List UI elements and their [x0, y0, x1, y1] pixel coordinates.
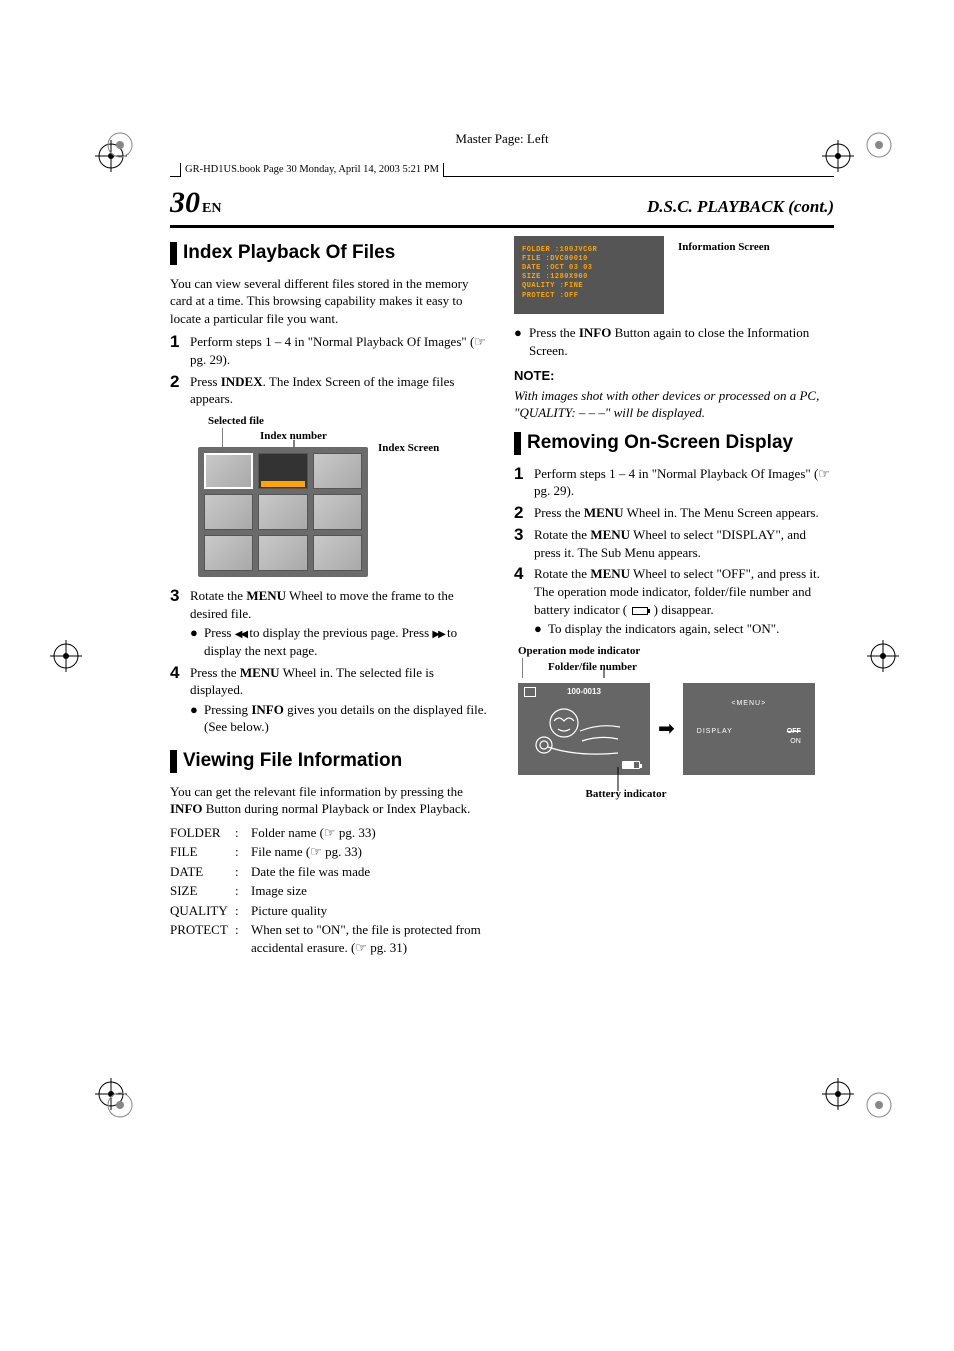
note-body: With images shot with other devices or p… — [514, 387, 834, 422]
leader-line-icon — [522, 658, 662, 682]
folder-file-number: 100-0013 — [567, 687, 601, 698]
table-value: File name (☞ pg. 33) — [251, 843, 490, 861]
fast-forward-icon — [432, 625, 443, 640]
table-value: When set to "ON", the file is protected … — [251, 921, 490, 956]
sample-image-icon — [530, 701, 638, 765]
info-screen-line: QUALITY :FINE — [522, 282, 656, 291]
page-number: 30EN — [170, 183, 221, 224]
bullet-icon: ● — [190, 701, 200, 736]
step-body: Rotate the MENU Wheel to select "OFF", a… — [534, 565, 834, 637]
info-screen-line: PROTECT :OFF — [522, 292, 656, 301]
table-key: DATE — [170, 863, 235, 881]
bullet-icon: ● — [190, 624, 200, 659]
operation-mode-label: Operation mode indicator — [518, 644, 834, 659]
menu-option-on: ON — [790, 737, 801, 746]
info-screen-line: FOLDER :100JVCGR — [522, 246, 656, 255]
menu-item-display: DISPLAY — [697, 727, 733, 736]
heading-viewing-file-info: Viewing File Information — [170, 750, 490, 773]
step-body: Press the MENU Wheel in. The Menu Screen… — [534, 504, 834, 522]
step-body: Perform steps 1 – 4 in "Normal Playback … — [534, 465, 834, 500]
table-value: Date the file was made — [251, 863, 490, 881]
thumbnail — [204, 494, 253, 530]
selected-file-label: Selected file — [208, 414, 490, 429]
index-screen-figure — [198, 447, 368, 577]
step-body: Perform steps 1 – 4 in "Normal Playback … — [190, 333, 490, 368]
thumbnail — [204, 535, 253, 571]
display-panel-right: <MENU> DISPLAY OFF ON — [683, 683, 815, 775]
info-screen-line: SIZE :1280X960 — [522, 273, 656, 282]
index-screen-label: Index Screen — [378, 441, 439, 456]
thumbnail — [313, 453, 362, 489]
table-value: Folder name (☞ pg. 33) — [251, 824, 490, 842]
menu-title: <MENU> — [731, 699, 766, 708]
rewind-icon — [235, 625, 246, 640]
master-page-label: Master Page: Left — [170, 130, 834, 148]
step-number: 3 — [514, 526, 528, 545]
table-value: Picture quality — [251, 902, 490, 920]
heading-removing-display: Removing On-Screen Display — [514, 432, 834, 455]
thumbnail — [258, 535, 307, 571]
table-key: PROTECT — [170, 921, 235, 956]
page-number-value: 30 — [170, 186, 200, 219]
table-key: FILE — [170, 843, 235, 861]
thumbnail — [313, 494, 362, 530]
mode-indicator-icon — [524, 687, 536, 697]
table-value: Image size — [251, 882, 490, 900]
information-screen-label: Information Screen — [678, 240, 770, 255]
step-number: 1 — [170, 333, 184, 352]
leader-line-icon — [608, 767, 628, 797]
bullet-icon: ● — [534, 620, 544, 638]
book-tag: GR-HD1US.book Page 30 Monday, April 14, … — [180, 163, 444, 177]
step-body: Press INDEX. The Index Screen of the ima… — [190, 373, 490, 408]
page-lang: EN — [202, 201, 221, 216]
table-key: QUALITY — [170, 902, 235, 920]
step-number: 3 — [170, 587, 184, 606]
step-number: 2 — [514, 504, 528, 523]
step-number: 4 — [514, 565, 528, 584]
info-screen-line: FILE :DVC00010 — [522, 255, 656, 264]
thumbnail — [313, 535, 362, 571]
thumbnail — [258, 494, 307, 530]
note-heading: NOTE: — [514, 367, 834, 385]
display-panel-left: 100-0013 — [518, 683, 650, 775]
step-body: Rotate the MENU Wheel to move the frame … — [190, 587, 490, 659]
table-key: FOLDER — [170, 824, 235, 842]
file-info-table: FOLDER:Folder name (☞ pg. 33)FILE:File n… — [170, 824, 490, 957]
arrow-right-icon: ➡ — [658, 716, 675, 743]
step-number: 1 — [514, 465, 528, 484]
intro-text: You can view several different files sto… — [170, 275, 490, 328]
menu-option-off: OFF — [787, 727, 801, 736]
info-screen-line: DATE :OCT 03 03 — [522, 264, 656, 273]
thumbnail — [204, 453, 253, 489]
step-body: Rotate the MENU Wheel to select "DISPLAY… — [534, 526, 834, 561]
table-key: SIZE — [170, 882, 235, 900]
heading-index-playback: Index Playback Of Files — [170, 242, 490, 265]
information-screen-figure: FOLDER :100JVCGRFILE :DVC00010DATE :OCT … — [514, 236, 664, 314]
battery-icon — [632, 607, 648, 615]
thumbnail — [258, 453, 307, 489]
section-title: D.S.C. PLAYBACK (cont.) — [647, 196, 834, 219]
step-number: 2 — [170, 373, 184, 392]
step-body: Press the MENU Wheel in. The selected fi… — [190, 664, 490, 736]
step-number: 4 — [170, 664, 184, 683]
bullet-icon: ● — [514, 324, 524, 359]
